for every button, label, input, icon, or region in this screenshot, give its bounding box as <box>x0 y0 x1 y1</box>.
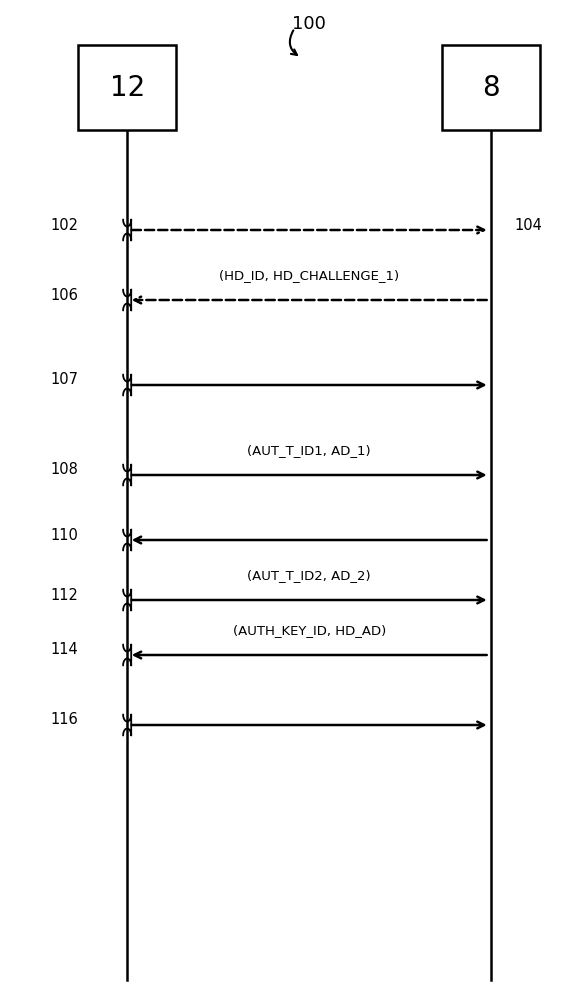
Text: 114: 114 <box>50 643 78 658</box>
Text: 102: 102 <box>50 218 78 232</box>
Text: (AUTH_KEY_ID, HD_AD): (AUTH_KEY_ID, HD_AD) <box>232 624 386 637</box>
Text: (HD_ID, HD_CHALLENGE_1): (HD_ID, HD_CHALLENGE_1) <box>219 269 399 282</box>
Text: 110: 110 <box>50 528 78 542</box>
Text: 108: 108 <box>50 462 78 478</box>
Text: 116: 116 <box>50 712 78 728</box>
Text: 107: 107 <box>50 372 78 387</box>
Text: (AUT_T_ID2, AD_2): (AUT_T_ID2, AD_2) <box>247 569 371 582</box>
Text: 112: 112 <box>50 587 78 602</box>
Text: 104: 104 <box>514 218 542 232</box>
Bar <box>442 45 540 130</box>
Bar <box>78 45 176 130</box>
Text: (AUT_T_ID1, AD_1): (AUT_T_ID1, AD_1) <box>247 444 371 457</box>
Text: 12: 12 <box>110 74 144 102</box>
Text: 8: 8 <box>483 74 500 102</box>
Text: 100: 100 <box>292 15 326 33</box>
Text: 106: 106 <box>50 288 78 302</box>
